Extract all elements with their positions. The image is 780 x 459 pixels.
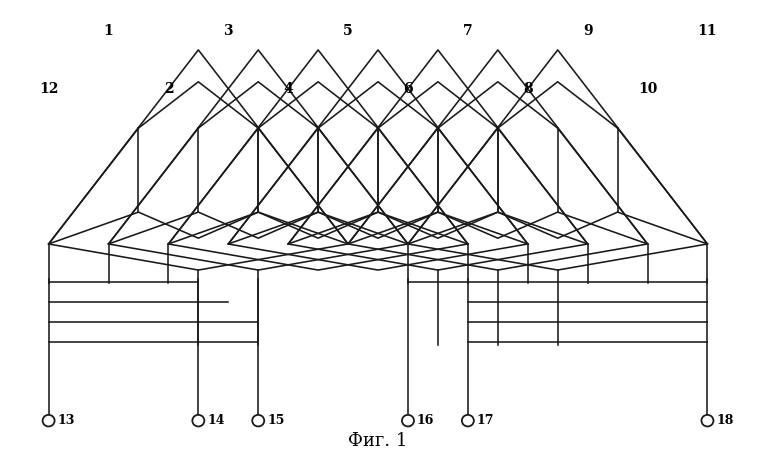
Text: 8: 8: [523, 82, 533, 96]
Text: 11: 11: [697, 24, 717, 39]
Circle shape: [43, 415, 55, 426]
Text: 2: 2: [164, 82, 173, 96]
Circle shape: [462, 415, 474, 426]
Circle shape: [402, 415, 414, 426]
Text: 15: 15: [268, 414, 285, 427]
Text: 13: 13: [58, 414, 75, 427]
Text: 10: 10: [638, 82, 658, 96]
Text: 14: 14: [207, 414, 225, 427]
Text: 6: 6: [403, 82, 413, 96]
Text: 17: 17: [477, 414, 495, 427]
Text: 4: 4: [283, 82, 293, 96]
Text: Фиг. 1: Фиг. 1: [349, 431, 408, 450]
Text: 7: 7: [463, 24, 473, 39]
Text: 3: 3: [224, 24, 233, 39]
Text: 9: 9: [583, 24, 593, 39]
Text: 1: 1: [104, 24, 113, 39]
Circle shape: [193, 415, 204, 426]
Circle shape: [701, 415, 714, 426]
Text: 16: 16: [417, 414, 434, 427]
Circle shape: [252, 415, 264, 426]
Text: 5: 5: [343, 24, 353, 39]
Text: 18: 18: [716, 414, 734, 427]
Text: 12: 12: [39, 82, 58, 96]
